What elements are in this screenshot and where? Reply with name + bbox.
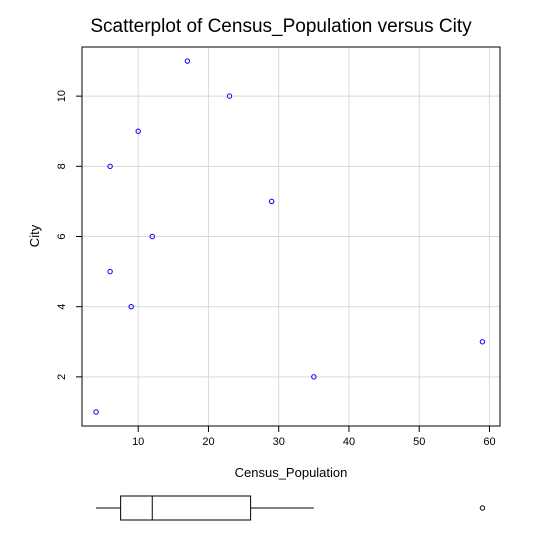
y-tick-label: 6 [56,233,68,239]
x-tick-label: 40 [343,436,355,448]
y-tick-label: 2 [56,374,68,380]
x-tick-label: 50 [413,436,425,448]
grid-lines [82,47,500,426]
data-point [311,374,317,380]
data-point [128,303,134,310]
x-tick-label: 20 [202,436,214,448]
y-tick-label: 10 [56,90,68,102]
chart-title: Scatterplot of Census_Population versus … [90,16,472,37]
x-tick-label: 30 [273,436,285,448]
data-point [479,339,486,345]
marginal-boxplot [96,495,486,521]
data-point [149,233,155,240]
y-tick-label: 8 [56,163,68,169]
data-point [107,268,113,275]
data-points [93,58,486,415]
data-point [184,58,191,64]
data-point [135,128,141,134]
data-point [268,198,275,205]
data-point [93,409,99,415]
y-axis-label: City [27,224,42,247]
boxplot-box [120,495,252,521]
y-tick-label: 4 [56,304,68,310]
boxplot-outlier [479,505,486,511]
x-tick-label: 10 [132,436,144,448]
data-point [107,163,113,170]
x-axis: 10 20 30 40 50 60 [132,426,496,448]
data-point [226,93,233,99]
y-axis: 2 4 6 8 10 [56,90,82,380]
x-tick-label: 60 [483,436,495,448]
x-axis-label: Census_Population [235,465,348,480]
